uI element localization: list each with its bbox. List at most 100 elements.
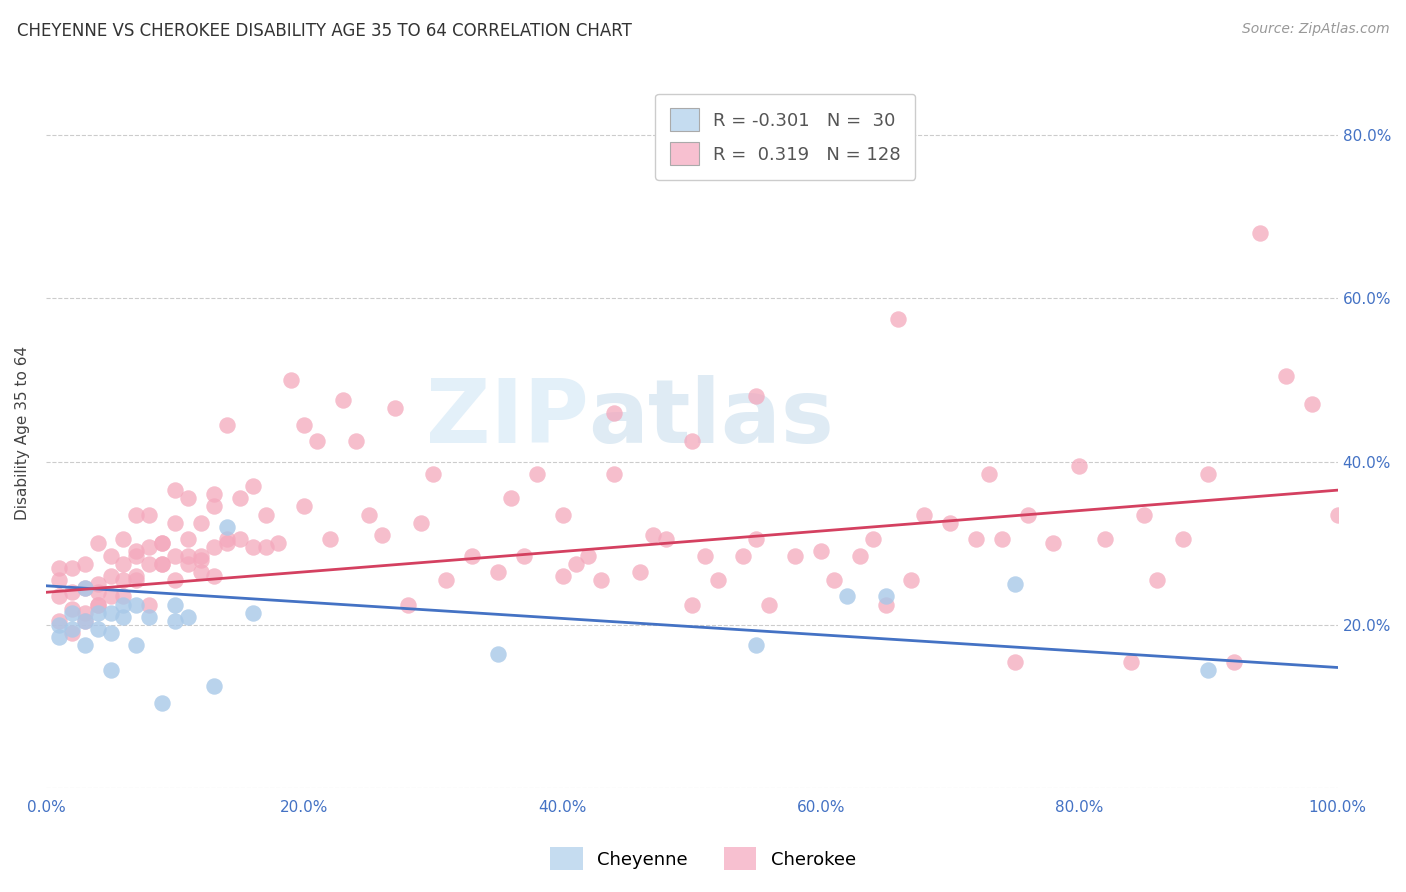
Point	[48, 630, 70, 644]
Point	[202, 541, 225, 555]
Point	[73, 606, 96, 620]
Point	[745, 389, 768, 403]
Point	[60, 585, 83, 599]
Point	[823, 573, 845, 587]
Point	[242, 606, 264, 620]
Point	[165, 549, 187, 563]
Point	[681, 598, 703, 612]
Point	[344, 434, 367, 449]
Point	[745, 532, 768, 546]
Text: ZIP: ZIP	[426, 376, 589, 462]
Point	[564, 557, 586, 571]
Point	[1004, 655, 1026, 669]
Point	[1171, 532, 1194, 546]
Point	[215, 536, 238, 550]
Point	[112, 557, 135, 571]
Point	[578, 549, 600, 563]
Point	[150, 696, 173, 710]
Point	[681, 434, 703, 449]
Point	[215, 520, 238, 534]
Point	[86, 622, 108, 636]
Point	[73, 639, 96, 653]
Point	[292, 417, 315, 432]
Point	[112, 590, 135, 604]
Point	[202, 679, 225, 693]
Point	[280, 373, 302, 387]
Point	[48, 573, 70, 587]
Point	[1326, 508, 1348, 522]
Point	[165, 614, 187, 628]
Point	[150, 536, 173, 550]
Point	[150, 536, 173, 550]
Point	[758, 598, 780, 612]
Point	[86, 577, 108, 591]
Point	[138, 508, 160, 522]
Point	[100, 590, 122, 604]
Point	[86, 598, 108, 612]
Point	[434, 573, 457, 587]
Point	[165, 598, 187, 612]
Point	[384, 401, 406, 416]
Point	[1004, 577, 1026, 591]
Point	[138, 598, 160, 612]
Point	[1146, 573, 1168, 587]
Point	[1133, 508, 1156, 522]
Point	[48, 561, 70, 575]
Point	[965, 532, 987, 546]
Point	[745, 639, 768, 653]
Point	[73, 557, 96, 571]
Point	[900, 573, 922, 587]
Text: Source: ZipAtlas.com: Source: ZipAtlas.com	[1241, 22, 1389, 37]
Point	[60, 561, 83, 575]
Point	[486, 647, 509, 661]
Point	[1094, 532, 1116, 546]
Point	[875, 598, 897, 612]
Point	[1249, 226, 1271, 240]
Point	[526, 467, 548, 481]
Point	[100, 606, 122, 620]
Point	[1042, 536, 1064, 550]
Point	[177, 549, 200, 563]
Point	[1069, 458, 1091, 473]
Point	[73, 614, 96, 628]
Point	[60, 601, 83, 615]
Point	[228, 491, 250, 506]
Point	[190, 552, 212, 566]
Point	[125, 598, 148, 612]
Point	[177, 491, 200, 506]
Point	[86, 598, 108, 612]
Point	[242, 541, 264, 555]
Point	[603, 405, 626, 419]
Point	[977, 467, 1000, 481]
Point	[551, 508, 574, 522]
Point	[112, 598, 135, 612]
Point	[165, 483, 187, 497]
Point	[100, 626, 122, 640]
Point	[177, 610, 200, 624]
Point	[785, 549, 807, 563]
Point	[319, 532, 342, 546]
Point	[73, 581, 96, 595]
Point	[202, 569, 225, 583]
Point	[357, 508, 380, 522]
Point	[125, 544, 148, 558]
Point	[991, 532, 1014, 546]
Legend: Cheyenne, Cherokee: Cheyenne, Cherokee	[543, 840, 863, 878]
Point	[332, 393, 354, 408]
Point	[138, 610, 160, 624]
Point	[887, 311, 910, 326]
Point	[551, 569, 574, 583]
Point	[486, 565, 509, 579]
Point	[461, 549, 484, 563]
Point	[177, 532, 200, 546]
Point	[125, 639, 148, 653]
Point	[267, 536, 290, 550]
Point	[190, 549, 212, 563]
Point	[60, 622, 83, 636]
Point	[202, 487, 225, 501]
Point	[125, 573, 148, 587]
Point	[848, 549, 870, 563]
Point	[86, 606, 108, 620]
Point	[1223, 655, 1246, 669]
Point	[1198, 467, 1220, 481]
